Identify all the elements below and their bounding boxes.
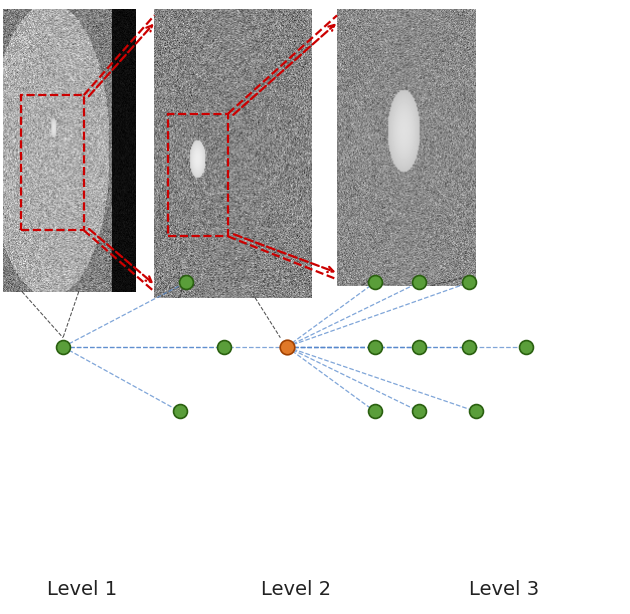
Point: [181, 278, 191, 287]
Bar: [168, 114, 228, 236]
Text: Level 1: Level 1: [47, 580, 117, 599]
Point: [521, 342, 531, 352]
Point: [370, 342, 380, 352]
Text: Level 2: Level 2: [261, 580, 331, 599]
Point: [370, 406, 380, 416]
Point: [464, 342, 474, 352]
Point: [414, 278, 424, 287]
Bar: [21, 95, 84, 230]
Point: [58, 342, 68, 352]
Text: Level 3: Level 3: [469, 580, 539, 599]
Point: [414, 342, 424, 352]
Point: [471, 406, 481, 416]
Point: [464, 278, 474, 287]
Point: [175, 406, 185, 416]
Point: [282, 342, 292, 352]
Point: [370, 278, 380, 287]
Point: [414, 406, 424, 416]
Point: [219, 342, 229, 352]
